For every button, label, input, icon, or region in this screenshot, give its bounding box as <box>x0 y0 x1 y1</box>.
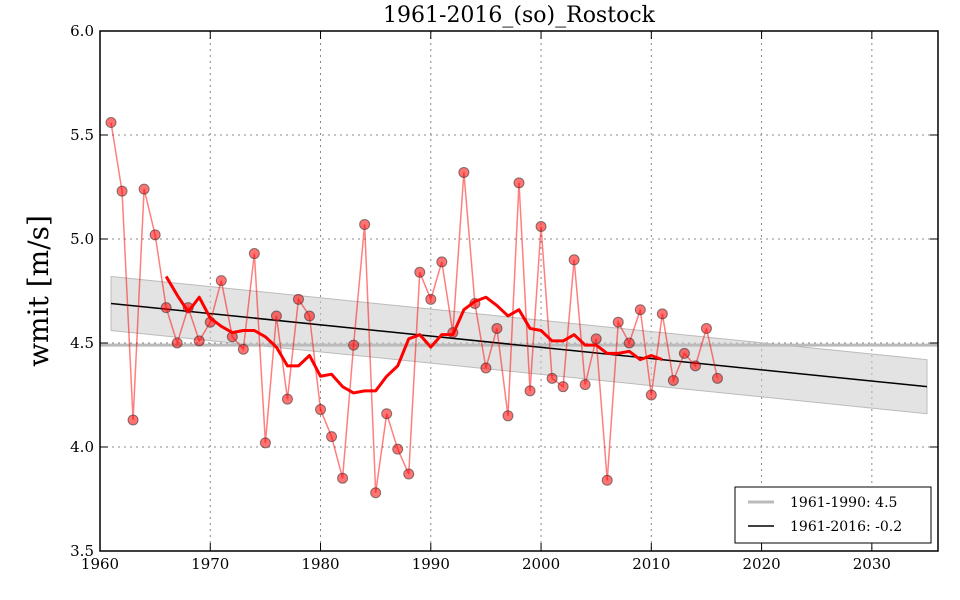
data-point <box>149 229 161 241</box>
x-tick-labels: 1960 1970 1980 1990 2000 2010 2020 2030 <box>81 555 891 573</box>
x-tick-label: 1970 <box>191 555 229 573</box>
data-point <box>480 362 492 374</box>
data-point <box>634 304 646 316</box>
data-point <box>535 221 547 233</box>
data-point <box>215 275 227 287</box>
data-point <box>700 322 712 334</box>
x-tick-label: 2020 <box>742 555 780 573</box>
data-point <box>623 337 635 349</box>
data-point <box>667 374 679 386</box>
data-point <box>689 360 701 372</box>
x-tick-label: 1980 <box>301 555 339 573</box>
legend-label-trend: 1961-2016: -0.2 <box>790 519 902 535</box>
y-tick-labels: 3.5 4.0 4.5 5.0 5.5 6.0 <box>70 22 94 560</box>
axes <box>99 30 939 552</box>
x-tick-label: 1960 <box>81 555 119 573</box>
x-tick-label: 2010 <box>632 555 670 573</box>
data-point <box>711 372 723 384</box>
data-point <box>237 343 249 355</box>
data-point <box>524 385 536 397</box>
data-point <box>259 437 271 449</box>
data-point <box>546 372 558 384</box>
data-point <box>315 404 327 416</box>
data-point <box>160 302 172 314</box>
data-point <box>502 410 514 422</box>
y-tick-label: 5.0 <box>70 230 94 248</box>
data-point <box>292 293 304 305</box>
data-point <box>557 381 569 393</box>
data-point <box>171 337 183 349</box>
data-point <box>568 254 580 266</box>
y-tick-label: 5.5 <box>70 126 94 144</box>
data-point <box>248 248 260 260</box>
data-point <box>138 183 150 195</box>
legend-label-reference: 1961-1990: 4.5 <box>790 495 897 511</box>
data-point <box>359 218 371 230</box>
data-point <box>601 474 613 486</box>
data-point <box>116 185 128 197</box>
x-tick-label: 1990 <box>412 555 450 573</box>
data-point <box>304 310 315 322</box>
y-tick-label: 6.0 <box>70 22 94 40</box>
y-axis-label: wmit [m/s] <box>22 215 55 367</box>
y-tick-label: 3.5 <box>70 542 94 560</box>
data-point <box>425 293 437 305</box>
data-point <box>281 393 293 405</box>
data-point <box>491 322 503 334</box>
data-point <box>392 443 404 455</box>
data-point <box>414 266 426 278</box>
data-point <box>381 408 393 420</box>
legend: 1961-1990: 4.5 1961-2016: -0.2 <box>734 486 932 544</box>
data-point <box>656 308 668 320</box>
data-point <box>458 166 470 178</box>
chart-title: 1961-2016_(so)_Rostock <box>383 3 656 28</box>
legend-box <box>734 486 932 544</box>
running-mean-line <box>164 275 663 395</box>
y-tick-label: 4.5 <box>70 334 94 352</box>
annual-series <box>105 117 723 499</box>
data-point <box>403 468 415 480</box>
data-point <box>678 347 690 359</box>
data-point <box>348 339 360 351</box>
data-point <box>326 431 338 443</box>
data-point <box>579 379 591 391</box>
data-point <box>105 117 117 129</box>
x-tick-label: 2000 <box>522 555 560 573</box>
running-mean-series <box>164 275 663 395</box>
x-tick-label: 2030 <box>853 555 891 573</box>
data-point <box>270 310 282 322</box>
data-point <box>612 316 624 328</box>
data-point <box>436 256 448 268</box>
data-point <box>193 335 205 347</box>
y-tick-label: 4.0 <box>70 438 94 456</box>
data-point <box>127 414 139 426</box>
data-point <box>337 472 349 484</box>
data-point <box>513 177 525 189</box>
plot-frame <box>99 30 939 552</box>
data-point <box>590 333 602 345</box>
data-point <box>370 487 382 499</box>
data-point <box>645 389 657 401</box>
annual-line <box>110 122 719 493</box>
